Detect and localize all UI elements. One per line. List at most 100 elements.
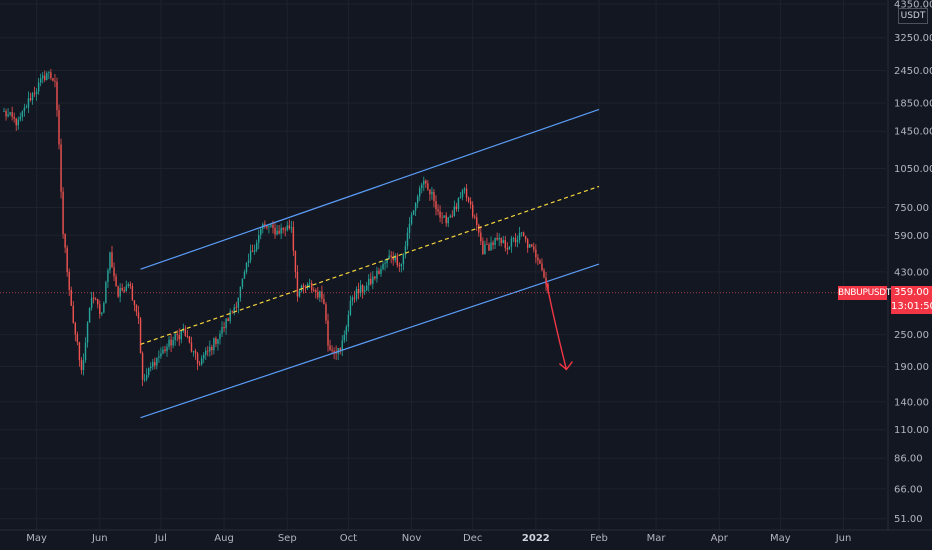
candle-body [156,357,158,366]
candle-body [486,244,488,245]
candle-body [44,75,46,81]
candle-body [278,230,280,234]
bar-countdown: 13:01:50 [891,301,932,312]
y-tick-label: 750.00 [894,203,929,214]
candle-body [459,196,462,199]
candle-body [368,278,370,286]
candle-body [245,263,248,272]
candle-body [174,334,176,341]
candle-body [288,225,290,229]
candle-body [235,307,238,309]
candle-body [300,285,303,291]
candle-body [319,291,321,298]
candle-body [520,232,523,234]
candle-body [178,335,180,340]
candle-body [476,217,478,225]
candle-body [284,229,286,231]
candle-body [94,298,97,300]
candle-body [304,287,307,289]
candle-body [92,297,95,299]
x-tick-label: Nov [402,533,422,544]
candle-body [286,225,288,231]
candle-body [431,191,433,195]
candle-body [463,188,466,191]
x-tick-label: Sep [278,533,297,544]
candle-body [357,288,360,294]
candle-body [21,111,24,117]
candle-body [11,112,13,118]
candle-body [186,335,189,337]
candle-body [198,363,201,365]
candle-body [202,354,205,359]
y-tick-label: 2450.00 [894,66,932,77]
candle-body [190,342,193,352]
candle-body [74,322,77,335]
y-tick-label: 66.00 [894,484,923,495]
candle-body [223,326,225,329]
candle-body [9,112,11,115]
candle-body [370,278,372,284]
candle-body [388,255,390,259]
candle-body [143,379,146,381]
candle-body [529,244,531,248]
candle-body [253,250,256,252]
candle-body [533,246,535,250]
candle-body [60,144,62,192]
candle-body [31,93,34,101]
candle-body [313,289,315,291]
y-tick-label: 190.00 [894,362,929,373]
candle-body [482,241,484,255]
candle-body [145,374,148,380]
candle-body [54,80,56,82]
candle-body [274,227,276,235]
y-tick-label: 86.00 [894,454,923,465]
candle-body [378,270,380,274]
candle-body [78,342,81,361]
candle-body [457,198,460,209]
candle-body [524,236,527,240]
candle-body [384,263,386,264]
x-tick-label: 2022 [522,533,550,544]
candle-body [200,358,203,365]
y-tick-label: 3250.00 [894,33,932,44]
candle-body [170,339,172,346]
candle-body [292,227,295,251]
candle-body [268,226,270,228]
candle-body [37,82,40,92]
candle-body [512,238,515,239]
candle-body [158,356,160,358]
candle-body [80,360,83,371]
channel-line-middle [140,185,600,345]
candle-body [408,223,411,233]
candle-body [484,244,486,255]
candle-body [449,215,451,218]
candle-body [192,350,195,352]
projection-arrow-shaft [545,280,568,370]
candle-body [414,203,417,211]
candle-body [443,215,445,218]
candle-body [498,238,500,240]
candle-body [64,234,66,248]
candle-body [416,196,419,204]
candle-body [421,184,423,189]
candle-body [233,307,235,312]
channel-line-upper [140,108,600,270]
candle-body [72,305,74,323]
candle-body [141,353,144,380]
candle-body [372,276,374,284]
candle-body [355,288,358,299]
candle-body [15,118,17,126]
candle-body [396,255,398,266]
candle-body [390,255,392,257]
candle-body [282,227,284,230]
candle-body [386,258,388,264]
candle-body [425,180,427,184]
candle-body [429,189,431,195]
candle-body [535,249,537,258]
candle-body [522,232,525,237]
currency-label[interactable]: USDT [898,8,928,24]
candle-body [127,284,130,286]
